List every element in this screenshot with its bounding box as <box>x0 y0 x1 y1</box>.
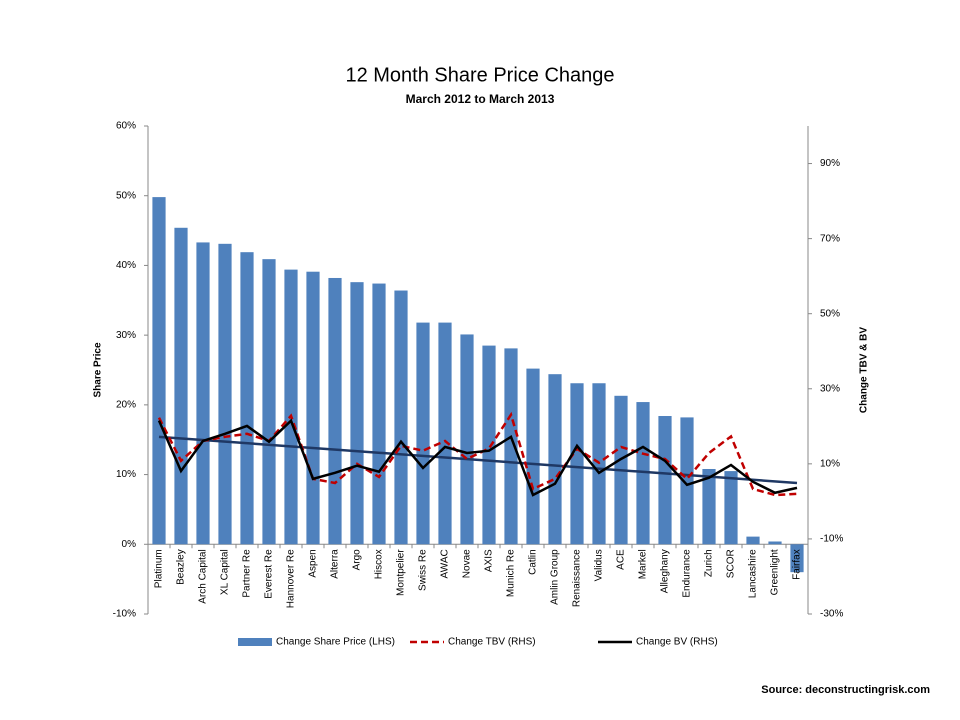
legend-label: Change TBV (RHS) <box>448 637 536 648</box>
chart-subtitle: March 2012 to March 2013 <box>406 92 555 106</box>
bar <box>768 541 782 545</box>
bar <box>394 290 408 545</box>
bar <box>680 417 694 545</box>
y-tick-label: 0% <box>122 539 137 550</box>
y2-axis-label: Change TBV & BV <box>859 327 870 413</box>
x-tick-label: XL Capital <box>220 549 231 595</box>
bar <box>724 471 738 545</box>
x-tick-label: AWAC <box>440 549 451 578</box>
x-tick-label: Validus <box>594 549 605 581</box>
chart-title: 12 Month Share Price Change <box>345 64 614 86</box>
y-tick-label: 30% <box>116 330 136 341</box>
bar <box>746 536 760 545</box>
y2-tick-label: 90% <box>820 158 840 169</box>
x-tick-label: Fairfax <box>792 549 803 580</box>
bar <box>636 402 650 545</box>
legend-swatch <box>238 638 272 646</box>
y-tick-label: 20% <box>116 399 136 410</box>
bar <box>460 334 474 545</box>
bar <box>702 468 716 545</box>
x-tick-label: AXIS <box>484 549 495 572</box>
bar <box>328 277 342 545</box>
bar <box>196 242 210 545</box>
bar <box>658 416 672 545</box>
x-tick-label: Zurich <box>704 549 715 577</box>
x-tick-label: Greenlight <box>770 549 781 595</box>
bar <box>262 259 276 545</box>
source: Source: deconstructingrisk.com <box>761 684 930 696</box>
y-axis-label: Share Price <box>93 342 104 397</box>
line-series <box>157 418 798 497</box>
y2-tick-label: 70% <box>820 233 840 244</box>
x-tick-label: Swiss Re <box>418 549 429 591</box>
y2-tick-label: -10% <box>820 534 843 545</box>
bar <box>240 252 254 545</box>
y2-tick-label: 50% <box>820 308 840 319</box>
x-tick-label: Beazley <box>176 549 187 585</box>
legend-label: Change Share Price (LHS) <box>276 637 395 648</box>
bar <box>174 227 188 545</box>
x-tick-label: Novae <box>462 549 473 578</box>
y2-tick-label: 30% <box>820 383 840 394</box>
bar <box>306 271 320 545</box>
bar <box>372 283 386 545</box>
y-tick-label: 50% <box>116 190 136 201</box>
legend-label: Change BV (RHS) <box>636 637 718 648</box>
x-tick-label: SCOR <box>726 549 737 578</box>
x-tick-label: Alleghany <box>660 549 671 593</box>
bar <box>548 374 562 545</box>
bar <box>152 197 166 545</box>
x-tick-label: Lancashire <box>748 549 759 598</box>
bar <box>504 348 518 545</box>
bar <box>438 322 452 545</box>
x-tick-label: Montpelier <box>396 549 407 596</box>
y-tick-label: 60% <box>116 121 136 132</box>
bar <box>350 282 364 545</box>
trendline <box>158 435 798 485</box>
x-tick-label: Everest Re <box>264 549 275 599</box>
bar <box>570 383 584 545</box>
x-tick-label: Catlin <box>528 549 539 575</box>
y2-tick-label: 10% <box>820 458 840 469</box>
x-tick-label: Alterra <box>330 549 341 579</box>
bar <box>790 544 804 573</box>
y2-tick-label: -30% <box>820 609 843 620</box>
x-tick-label: Platinum <box>154 549 165 588</box>
x-tick-label: Markel <box>638 549 649 579</box>
x-tick-label: Hiscox <box>374 549 385 579</box>
y-tick-label: 10% <box>116 469 136 480</box>
x-tick-label: Munich Re <box>506 549 517 597</box>
x-tick-label: Partner Re <box>242 549 253 598</box>
x-tick-label: Renaissance <box>572 549 583 607</box>
x-tick-label: Argo <box>352 549 363 571</box>
x-tick-label: Endurance <box>682 549 693 598</box>
x-tick-label: Arch Capital <box>198 549 209 603</box>
y-tick-label: 40% <box>116 260 136 271</box>
bar <box>482 345 496 545</box>
y-tick-label: -10% <box>113 609 136 620</box>
line-series <box>157 411 798 497</box>
bar <box>218 243 232 545</box>
bar <box>526 368 540 545</box>
x-tick-label: Aspen <box>308 549 319 577</box>
x-tick-label: Hannover Re <box>286 549 297 608</box>
bar <box>416 322 430 545</box>
x-tick-label: ACE <box>616 549 627 570</box>
bar <box>284 269 298 545</box>
x-tick-label: Amlin Group <box>550 549 561 605</box>
